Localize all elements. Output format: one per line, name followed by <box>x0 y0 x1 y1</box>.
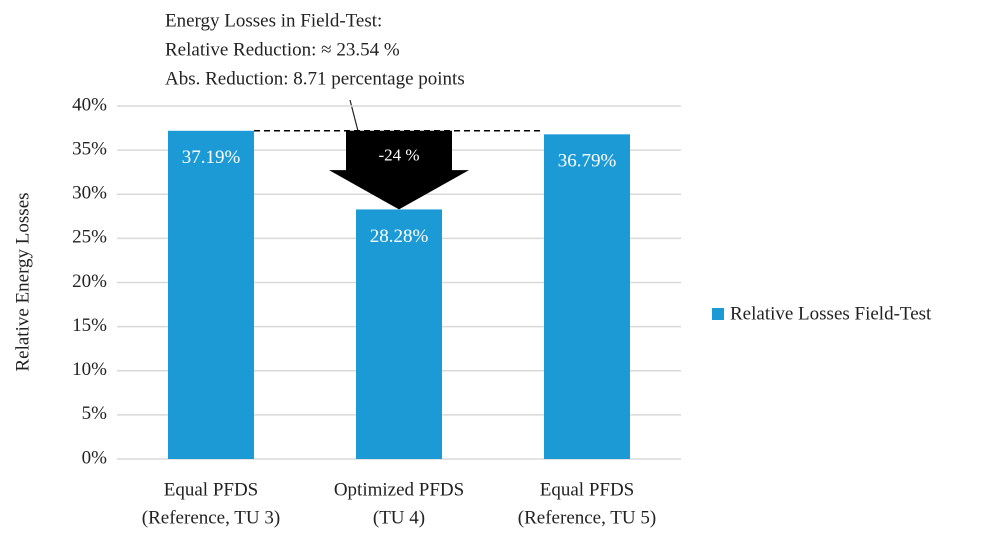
y-tick-label: 10% <box>72 359 107 380</box>
annotation: Abs. Reduction: 8.71 percentage points <box>165 68 465 89</box>
annotation: Energy Losses in Field-Test: <box>165 10 382 31</box>
x-tick-label: Equal PFDS <box>540 479 635 500</box>
x-tick-label: (TU 4) <box>373 507 425 528</box>
y-tick-label: 15% <box>72 315 107 336</box>
legend-swatch <box>712 308 724 320</box>
pointer <box>349 99 359 132</box>
y-tick-label: 5% <box>82 403 108 424</box>
arrow-label: -24 % <box>378 146 419 165</box>
y-tick-label: 0% <box>82 447 108 468</box>
annotation: Relative Reduction: ≈ 23.54 % <box>165 39 400 60</box>
bar <box>356 209 442 459</box>
y-tick-label: 20% <box>72 271 107 292</box>
data-label: 37.19% <box>182 147 241 168</box>
arrow <box>329 130 469 210</box>
data-label: 28.28% <box>370 226 429 247</box>
x-tick-label: (Reference, TU 5) <box>518 507 656 528</box>
y-tick-label: 40% <box>72 94 107 115</box>
y-tick-label: 30% <box>72 183 107 204</box>
x-tick-label: Optimized PFDS <box>334 479 464 500</box>
y-axis-label: Relative Energy Losses <box>12 192 33 371</box>
x-tick-label: (Reference, TU 3) <box>142 507 280 528</box>
data-label: 36.79% <box>558 151 617 172</box>
bar <box>544 134 630 459</box>
y-tick-label: 25% <box>72 227 107 248</box>
legend-label: Relative Losses Field-Test <box>730 303 932 324</box>
x-tick-label: Equal PFDS <box>164 479 259 500</box>
bar <box>168 130 254 459</box>
y-tick-label: 35% <box>72 138 107 159</box>
